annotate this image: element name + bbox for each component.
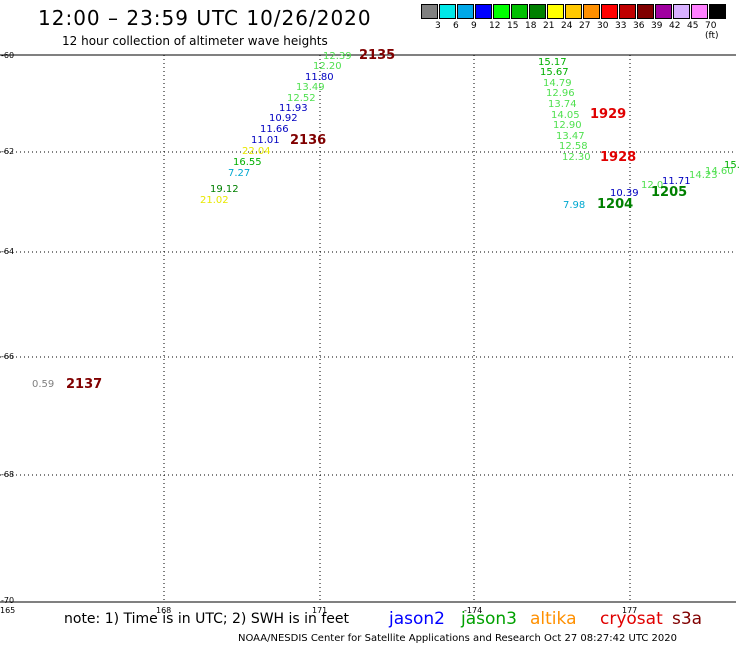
wave-height-label: 7.27 — [228, 168, 251, 179]
legend-label: 30 — [597, 21, 609, 31]
wave-height-label: 13.49 — [296, 82, 325, 93]
legend-swatch — [493, 4, 510, 19]
legend-labels: 3 6 9 12 15 18 21 24 27 30 33 36 39 42 45 70 (ft) — [421, 19, 727, 41]
wave-height-label: 12.58 — [559, 141, 588, 152]
map-title: 12:00 – 23:59 UTC 10/26/2020 — [38, 6, 372, 30]
lon-label: 171 — [312, 606, 328, 615]
wave-height-label: 19.12 — [210, 184, 239, 195]
satellite-label-jason3: jason3 — [461, 609, 517, 629]
legend-label: 3 — [435, 21, 441, 31]
wave-height-label: 14.05 — [551, 110, 580, 121]
legend-label: 27 — [579, 21, 591, 31]
wave-height-label: 0.59 — [32, 379, 55, 390]
color-legend: 3 6 9 12 15 18 21 24 27 30 33 36 39 42 45 70 (ft) — [421, 4, 727, 41]
legend-swatch — [421, 4, 438, 19]
legend-swatch — [547, 4, 564, 19]
satellite-label-jason2: jason2 — [389, 609, 445, 629]
wave-height-label: 15. — [724, 160, 740, 171]
lon-label: -174 — [464, 606, 483, 615]
wave-height-label: 11.66 — [260, 124, 289, 135]
wave-height-label: 14.79 — [543, 78, 572, 89]
legend-swatch — [457, 4, 474, 19]
wave-height-label: 14.23 — [689, 170, 718, 181]
lat-label: -68 — [1, 470, 15, 479]
legend-swatches — [421, 4, 727, 19]
legend-label: 12 — [489, 21, 501, 31]
wave-height-label: 12.90 — [553, 120, 582, 131]
wave-height-label: 10.92 — [269, 113, 298, 124]
legend-swatch — [637, 4, 654, 19]
legend-label: 45 — [687, 21, 699, 31]
wave-height-label: 13.74 — [548, 99, 577, 110]
pass-time-label: 1928 — [600, 150, 637, 165]
legend-swatch — [475, 4, 492, 19]
footer-note: note: 1) Time is in UTC; 2) SWH is in fe… — [64, 611, 350, 627]
legend-label: 18 — [525, 21, 537, 31]
lat-label: -60 — [1, 51, 15, 60]
wave-height-label: 11.01 — [251, 135, 280, 146]
legend-label: 39 — [651, 21, 663, 31]
wave-height-label: 12.52 — [287, 93, 316, 104]
legend-label: 36 — [633, 21, 645, 31]
wave-height-label: 12.0 — [641, 180, 664, 191]
legend-label: 42 — [669, 21, 681, 31]
wave-height-label: 11.93 — [279, 103, 308, 114]
legend-swatch — [601, 4, 618, 19]
pass-time-label: 2137 — [66, 377, 103, 392]
legend-label: 15 — [507, 21, 519, 31]
wave-height-label: 13.47 — [556, 131, 585, 142]
legend-swatch — [709, 4, 726, 19]
satellite-label-s3a: s3a — [672, 609, 703, 629]
legend-label: 9 — [471, 21, 477, 31]
legend-label: 24 — [561, 21, 573, 31]
pass-time-label: 1929 — [590, 107, 627, 122]
lat-label: -70 — [1, 596, 15, 605]
satellite-label-cryosat: cryosat — [600, 609, 663, 629]
wave-height-label: 7.98 — [563, 200, 586, 211]
wave-height-label: 10.39 — [610, 188, 639, 199]
wave-height-label: 21.02 — [200, 195, 229, 206]
lat-label: -64 — [1, 247, 15, 256]
wave-height-label: 15.17 — [538, 57, 567, 68]
map-subtitle: 12 hour collection of altimeter wave hei… — [62, 34, 328, 48]
credit-line: NOAA/NESDIS Center for Satellite Applica… — [238, 633, 677, 644]
legend-label: 33 — [615, 21, 627, 31]
wave-height-label: 16.55 — [233, 157, 262, 168]
legend-swatch — [565, 4, 582, 19]
legend-swatch — [529, 4, 546, 19]
satellite-label-altika: altika — [530, 609, 577, 629]
pass-time-label: 2135 — [359, 48, 396, 63]
wave-height-label: 12.39 — [323, 51, 352, 62]
legend-swatch — [439, 4, 456, 19]
pass-time-label: 1205 — [651, 185, 688, 200]
wave-height-label: 14.60 — [705, 166, 734, 177]
legend-swatch — [583, 4, 600, 19]
legend-label: 21 — [543, 21, 555, 31]
pass-time-label: 2136 — [290, 133, 327, 148]
lat-label: -62 — [1, 147, 15, 156]
wave-height-label: 11.71 — [662, 176, 691, 187]
lon-label: 165 — [0, 606, 16, 615]
wave-height-label: 11.80 — [305, 72, 334, 83]
wave-height-label: 12.96 — [546, 88, 575, 99]
lon-label: 177 — [622, 606, 638, 615]
legend-swatch — [619, 4, 636, 19]
legend-swatch — [655, 4, 672, 19]
legend-label: 70 (ft) — [705, 21, 719, 41]
wave-height-label: 12.30 — [562, 152, 591, 163]
legend-label: 6 — [453, 21, 459, 31]
wave-height-label: 15.67 — [540, 67, 569, 78]
wave-height-label: 22.04 — [242, 146, 271, 157]
pass-time-label: 1204 — [597, 197, 634, 212]
wave-height-label: 12.20 — [313, 61, 342, 72]
legend-swatch — [673, 4, 690, 19]
lon-label: 168 — [156, 606, 172, 615]
legend-swatch — [511, 4, 528, 19]
legend-swatch — [691, 4, 708, 19]
lat-label: -66 — [1, 352, 15, 361]
